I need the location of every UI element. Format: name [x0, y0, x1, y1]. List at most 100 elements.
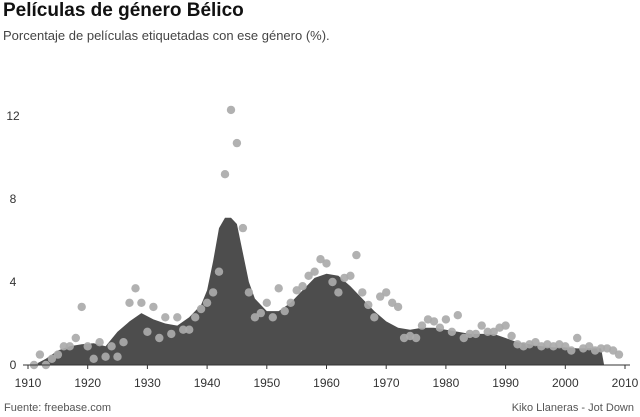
x-tick-label: 1920: [74, 376, 101, 390]
data-point: [328, 277, 337, 287]
data-point: [596, 344, 606, 353]
x-tick-label: 1940: [194, 376, 221, 390]
data-point: [316, 255, 325, 264]
y-tick-label: 12: [6, 109, 20, 123]
data-point: [262, 298, 271, 307]
data-point: [573, 333, 582, 343]
data-point: [155, 333, 164, 343]
data-point: [83, 342, 92, 351]
data-point: [244, 288, 254, 297]
data-point: [161, 313, 170, 322]
data-point: [608, 346, 618, 355]
data-point: [453, 311, 462, 320]
data-point: [59, 342, 68, 351]
data-point: [507, 331, 516, 341]
data-point: [501, 321, 510, 330]
data-point: [322, 259, 331, 268]
data-point: [71, 333, 81, 343]
data-point: [208, 288, 218, 297]
data-point: [346, 271, 355, 280]
data-point: [614, 350, 624, 359]
x-tick-label: 1980: [433, 376, 460, 390]
data-point: [173, 313, 182, 322]
data-point: [137, 298, 146, 307]
data-point: [567, 346, 576, 355]
data-point: [417, 321, 427, 330]
data-point: [274, 284, 283, 293]
data-point: [334, 288, 343, 297]
data-point: [101, 352, 110, 361]
credit-note: Kiko Llaneras - Jot Down: [511, 402, 634, 414]
y-tick-label: 4: [10, 275, 17, 289]
data-point: [143, 327, 152, 336]
chart-title: Películas de género Bélico: [3, 0, 244, 21]
data-point: [232, 138, 242, 148]
data-point: [292, 286, 301, 295]
data-point: [477, 321, 486, 330]
data-point: [185, 325, 194, 334]
data-point: [167, 329, 176, 339]
data-point: [250, 313, 260, 322]
data-point: [179, 325, 188, 334]
source-note: Fuente: freebase.com: [4, 402, 112, 414]
x-tick-label: 1990: [492, 376, 519, 390]
data-point: [370, 313, 379, 322]
data-point: [89, 354, 98, 363]
data-point: [435, 323, 445, 332]
data-point: [358, 288, 367, 297]
x-tick-label: 1930: [134, 376, 161, 390]
area-series: [34, 217, 605, 365]
data-point: [364, 300, 373, 310]
y-tick-label: 0: [10, 358, 17, 372]
data-point: [411, 333, 421, 343]
x-tick-label: 2000: [552, 376, 579, 390]
data-point: [447, 327, 457, 336]
data-point: [95, 338, 104, 347]
x-tick-label: 1960: [313, 376, 340, 390]
data-point: [35, 350, 45, 359]
data-point: [585, 342, 594, 351]
data-point: [149, 302, 158, 312]
chart-subtitle: Porcentaje de películas etiquetadas con …: [3, 28, 330, 43]
data-point: [388, 298, 397, 307]
data-point: [286, 298, 295, 307]
data-point: [561, 342, 570, 351]
data-point: [202, 298, 212, 307]
data-point: [465, 329, 474, 339]
data-point: [298, 282, 307, 291]
data-point: [107, 342, 116, 351]
data-point: [220, 170, 230, 179]
data-point: [256, 308, 265, 318]
y-tick-label: 8: [10, 192, 17, 206]
data-point: [125, 298, 134, 307]
data-point: [393, 302, 403, 312]
data-point: [268, 313, 277, 322]
data-point: [77, 302, 86, 312]
data-point: [131, 284, 140, 293]
data-point: [471, 329, 480, 339]
data-point: [119, 338, 128, 347]
data-point: [238, 223, 248, 233]
data-point: [531, 338, 540, 347]
data-point: [304, 271, 313, 280]
data-point: [214, 267, 224, 276]
data-point: [489, 327, 498, 336]
data-point: [196, 304, 206, 314]
data-point: [226, 105, 236, 115]
data-point: [113, 352, 122, 361]
data-point: [441, 315, 451, 324]
data-point: [280, 306, 289, 316]
data-point: [376, 292, 385, 301]
x-tick-label: 1970: [373, 376, 400, 390]
data-point: [47, 354, 57, 363]
data-point: [459, 333, 468, 343]
data-point: [483, 327, 492, 336]
data-point: [53, 350, 63, 359]
data-point: [382, 288, 391, 297]
data-point: [310, 267, 319, 276]
data-point: [65, 342, 75, 351]
x-tick-label: 2010: [612, 376, 639, 390]
x-tick-label: 1950: [253, 376, 280, 390]
data-point: [352, 250, 361, 260]
